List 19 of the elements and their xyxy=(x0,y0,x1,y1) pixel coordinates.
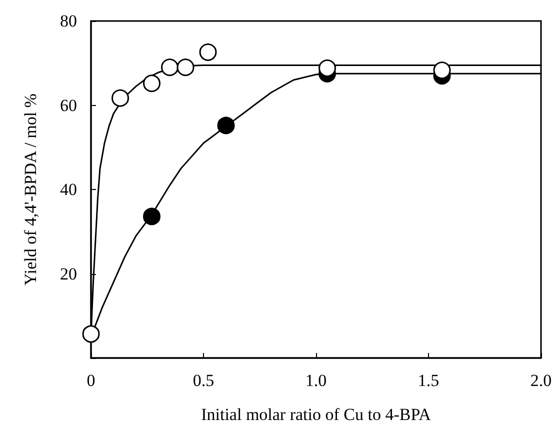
point xyxy=(433,62,451,80)
x-tick-label: 2.0 xyxy=(530,371,552,390)
x-tick-label: 0.5 xyxy=(192,371,214,390)
y-tick-label: 40 xyxy=(60,180,77,199)
y-tick-label: 60 xyxy=(60,96,77,115)
point xyxy=(112,89,129,107)
point xyxy=(143,208,160,226)
point xyxy=(318,59,336,77)
x-axis-title: Initial molar ratio of Cu to 4-BPA xyxy=(201,405,432,424)
point xyxy=(176,58,194,76)
x-tick-label: 1.0 xyxy=(305,371,327,390)
y-tick-label: 80 xyxy=(60,12,77,30)
point xyxy=(161,58,178,76)
y-tick-label: 20 xyxy=(60,264,77,284)
point xyxy=(217,116,235,134)
y-axis-title: Yield of 4,4'-BPDA / mol % xyxy=(21,94,40,286)
point xyxy=(82,325,100,343)
x-tick-label: 1.5 xyxy=(418,371,440,390)
x-tick-label: 0 xyxy=(86,371,96,390)
